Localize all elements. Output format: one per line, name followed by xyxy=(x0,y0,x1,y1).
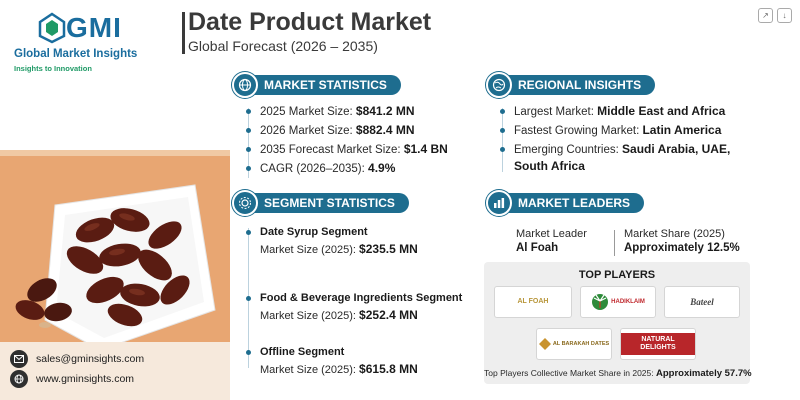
logo-band xyxy=(0,0,230,150)
stat-cagr: CAGR (2026–2035): 4.9% xyxy=(246,159,448,178)
stat-2025-size: 2025 Market Size: $841.2 MN xyxy=(246,102,448,121)
brand-name: Global Market Insights xyxy=(14,48,138,60)
top-players-share-value: Approximately 57.7% xyxy=(656,368,752,379)
al-foah-logo-text: AL FOAH xyxy=(517,298,549,305)
market-share-label: Market Share (2025) xyxy=(624,228,725,240)
bateel-logo-text: Bateel xyxy=(690,297,714,307)
email-contact[interactable]: sales@gminsights.com xyxy=(10,350,220,368)
segment-name: Date Syrup Segment xyxy=(246,226,466,238)
regional-insights-header: REGIONAL INSIGHTS xyxy=(486,72,656,98)
globe-icon xyxy=(486,72,512,98)
market-statistics-header: MARKET STATISTICS xyxy=(232,72,401,98)
segment-food-beverage: Food & Beverage Ingredients Segment Mark… xyxy=(246,292,466,322)
natural-delights-logo: NATURAL DELIGHTS xyxy=(620,328,696,360)
globe-chart-icon xyxy=(232,72,258,98)
page-subtitle: Global Forecast (2026 – 2035) xyxy=(188,38,378,54)
stat-2026-size: 2026 Market Size: $882.4 MN xyxy=(246,121,448,140)
logo-text: GMI xyxy=(66,12,122,43)
regional-insights-list: Largest Market: Middle East and Africa F… xyxy=(500,102,760,175)
segment-value: Market Size (2025): $252.4 MN xyxy=(260,308,418,322)
segment-gear-icon xyxy=(232,190,258,216)
al-foah-logo: AL FOAH xyxy=(494,286,572,318)
fastest-growing-market: Fastest Growing Market: Latin America xyxy=(500,121,760,140)
segment-date-syrup: Date Syrup Segment Market Size (2025): $… xyxy=(246,226,466,256)
segment-statistics-header: SEGMENT STATISTICS xyxy=(232,190,409,216)
market-leaders-title: MARKET LEADERS xyxy=(502,193,645,213)
globe-icon xyxy=(10,370,28,388)
segment-name: Food & Beverage Ingredients Segment xyxy=(246,292,466,304)
gmi-logo: GMI Global Market Insights Insights to I… xyxy=(14,12,154,82)
top-players-box: TOP PLAYERS AL FOAH HADIKLAIM Bateel AL … xyxy=(484,262,752,384)
leader-divider xyxy=(614,230,615,256)
segment-value: Market Size (2025): $235.5 MN xyxy=(260,242,418,256)
share-icon[interactable]: ↗ xyxy=(758,8,773,23)
table-edge xyxy=(0,150,230,156)
email-icon xyxy=(10,350,28,368)
website-contact[interactable]: www.gminsights.com xyxy=(10,370,220,388)
segment-name: Offline Segment xyxy=(246,346,466,358)
top-right-icons: ↗ ↓ xyxy=(758,8,792,23)
segment-offline: Offline Segment Market Size (2025): $615… xyxy=(246,346,466,376)
al-barakah-logo-text: AL BARAKAH DATES xyxy=(552,341,610,347)
page-title: Date Product Market xyxy=(188,8,432,36)
market-share-block: Market Share (2025) Approximately 12.5% xyxy=(624,228,740,254)
bar-chart-icon xyxy=(486,190,512,216)
top-players-share: Top Players Collective Market Share in 2… xyxy=(484,368,752,379)
natural-delights-logo-text: NATURAL DELIGHTS xyxy=(621,333,695,355)
website-text: www.gminsights.com xyxy=(36,373,135,385)
diamond-icon xyxy=(538,338,551,350)
market-leaders-header: MARKET LEADERS xyxy=(486,190,645,216)
product-photo-panel: sales@gminsights.com www.gminsights.com xyxy=(0,0,230,400)
regional-insights-line xyxy=(502,108,503,172)
bateel-logo: Bateel xyxy=(664,286,740,318)
gmi-logo-icon xyxy=(38,12,66,44)
segment-value: Market Size (2025): $615.8 MN xyxy=(260,362,418,376)
brand-tagline: Insights to Innovation xyxy=(14,64,92,73)
palm-icon xyxy=(592,294,609,310)
market-share-value: Approximately 12.5% xyxy=(624,242,740,254)
top-players-title: TOP PLAYERS xyxy=(578,269,656,281)
al-barakah-logo: AL BARAKAH DATES xyxy=(536,328,612,360)
market-statistics-line xyxy=(248,108,249,178)
hadiklaim-logo: HADIKLAIM xyxy=(580,286,656,318)
regional-insights-title: REGIONAL INSIGHTS xyxy=(502,75,656,95)
top-players-share-label: Top Players Collective Market Share in 2… xyxy=(484,368,654,378)
market-statistics-title: MARKET STATISTICS xyxy=(248,75,401,95)
email-text: sales@gminsights.com xyxy=(36,353,145,365)
emerging-countries: Emerging Countries: Saudi Arabia, UAE, S… xyxy=(500,140,740,175)
largest-market: Largest Market: Middle East and Africa xyxy=(500,102,760,121)
market-leader-value: Al Foah xyxy=(516,242,559,254)
dates-bowl-image xyxy=(15,184,216,350)
market-leader-block: Market Leader Al Foah xyxy=(516,228,587,254)
stat-2035-size: 2035 Forecast Market Size: $1.4 BN xyxy=(246,140,448,159)
title-accent-bar xyxy=(182,12,185,54)
market-leader-label: Market Leader xyxy=(516,228,587,240)
download-icon[interactable]: ↓ xyxy=(777,8,792,23)
segment-statistics-title: SEGMENT STATISTICS xyxy=(248,193,409,213)
market-statistics-list: 2025 Market Size: $841.2 MN 2026 Market … xyxy=(246,102,448,178)
contact-strip xyxy=(0,342,230,400)
hadiklaim-logo-text: HADIKLAIM xyxy=(611,299,645,305)
